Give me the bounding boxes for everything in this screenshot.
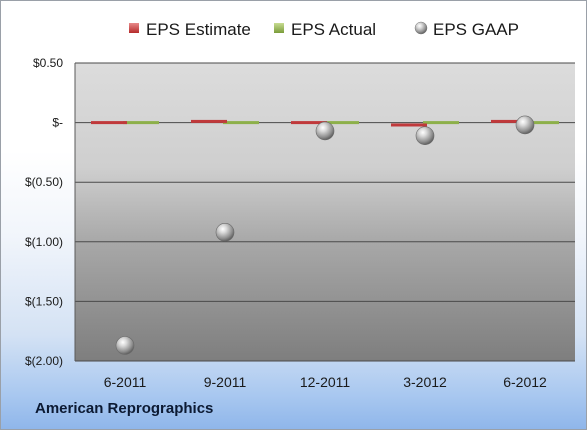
y-tick-label: $(1.50) [25,294,63,308]
eps-estimate-marker [491,119,527,123]
x-category-label: 9-2011 [204,374,247,390]
eps-estimate-marker [91,121,127,125]
legend-swatch-gaap [414,21,428,35]
y-tick-label: $(1.00) [25,235,63,249]
x-category-label: 12-2011 [300,374,351,390]
legend-swatch-estimate [129,23,139,33]
eps-gaap-point [415,126,435,146]
x-category-label: 3-2012 [403,374,447,390]
legend-item: EPS Actual [274,20,376,39]
eps-actual-marker [123,121,159,125]
eps-estimate-marker [291,121,327,125]
eps-gaap-point [115,336,135,355]
eps-actual-marker [323,121,359,125]
eps-estimate-marker [391,123,427,127]
legend-label: EPS Estimate [146,20,251,39]
x-category-label: 6-2012 [503,374,547,390]
x-category-label: 6-2011 [104,374,147,390]
legend-label: EPS Actual [291,20,376,39]
legend-item: EPS GAAP [414,20,519,39]
eps-gaap-point [515,115,535,135]
y-tick-label: $- [52,116,63,130]
eps-gaap-point [215,222,235,242]
plot-area [75,63,575,361]
y-tick-label: $0.50 [33,56,63,70]
legend-item: EPS Estimate [129,20,251,39]
eps-actual-marker [523,121,559,125]
legend-swatch-actual [274,23,284,33]
eps-actual-marker [223,121,259,125]
eps-gaap-point [315,121,335,141]
eps-estimate-marker [191,119,227,123]
y-tick-label: $(2.00) [25,354,63,368]
y-tick-label: $(0.50) [25,175,63,189]
eps-actual-marker [423,121,459,125]
company-name: American Reprographics [35,400,214,417]
legend-label: EPS GAAP [433,20,519,39]
